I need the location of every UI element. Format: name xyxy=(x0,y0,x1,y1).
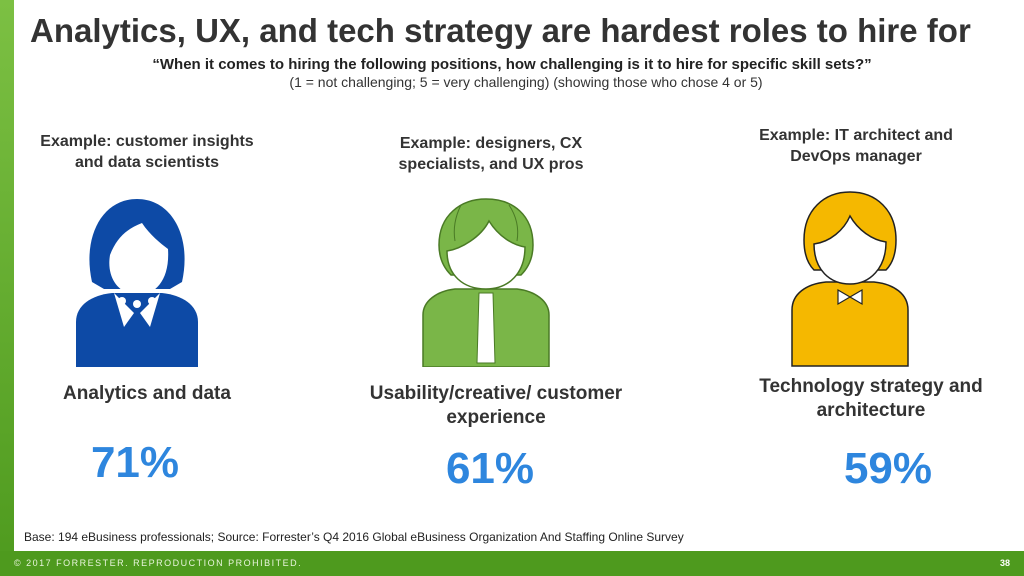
page-number: 38 xyxy=(999,558,1010,568)
example-tech: Example: IT architect and DevOps manager xyxy=(759,127,953,165)
percent-analytics: 71% xyxy=(90,438,180,487)
percent-tech: 59% xyxy=(843,444,933,493)
scale-note: (1 = not challenging; 5 = very challengi… xyxy=(289,74,763,90)
example-ux: Example: designers, CX specialists, and … xyxy=(398,135,584,173)
man-with-tie-icon xyxy=(422,198,550,367)
slide-title: Analytics, UX, and tech strategy are har… xyxy=(30,12,971,49)
role-tech: Technology strategy and architecture xyxy=(759,376,983,421)
copyright-text: © 2017 FORRESTER. REPRODUCTION PROHIBITE… xyxy=(14,558,303,568)
example-analytics: Example: customer insights and data scie… xyxy=(40,133,254,171)
percent-ux: 61% xyxy=(445,444,535,493)
person-with-bowtie-icon xyxy=(791,191,909,367)
footer-bar: © 2017 FORRESTER. REPRODUCTION PROHIBITE… xyxy=(0,551,1024,576)
source-note: Base: 194 eBusiness professionals; Sourc… xyxy=(24,530,684,544)
role-ux: Usability/creative/ customer experience xyxy=(369,383,623,428)
woman-person-icon xyxy=(76,199,198,367)
survey-question: “When it comes to hiring the following p… xyxy=(152,56,872,73)
role-analytics: Analytics and data xyxy=(63,383,231,404)
accent-bar xyxy=(0,0,14,576)
